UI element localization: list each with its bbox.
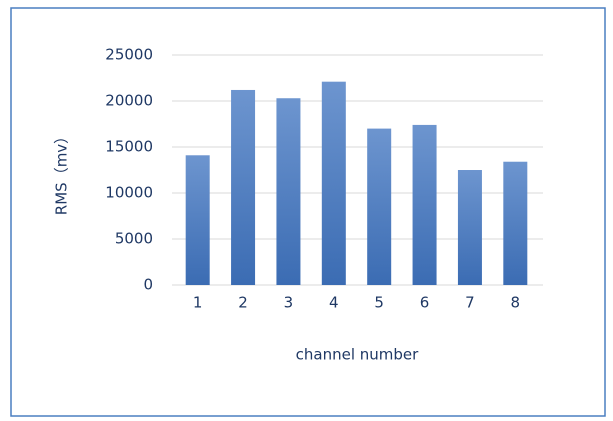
bar — [321, 81, 346, 286]
y-tick-label: 15000 — [105, 138, 153, 156]
x-tick-label: 6 — [420, 294, 430, 312]
x-tick-label: 7 — [465, 294, 475, 312]
bar — [185, 155, 210, 285]
y-tick-label: 25000 — [105, 46, 153, 64]
bar — [231, 89, 256, 286]
y-tick-label: 10000 — [105, 184, 153, 202]
x-tick-label: 2 — [238, 294, 248, 312]
bar — [457, 170, 482, 285]
y-tick-label: 5000 — [115, 230, 153, 248]
bar — [503, 161, 528, 285]
y-axis-title: RMS（mv） — [53, 129, 71, 215]
y-tick-label: 0 — [143, 276, 153, 294]
y-tick-label: 20000 — [105, 92, 153, 110]
x-tick-label: 4 — [329, 294, 339, 312]
bar — [276, 98, 301, 286]
x-tick-label: 1 — [193, 294, 203, 312]
x-tick-label: 3 — [284, 294, 294, 312]
bar — [412, 124, 437, 285]
x-tick-label: 8 — [511, 294, 521, 312]
bar — [367, 128, 392, 285]
x-axis-title: channel number — [296, 346, 419, 364]
x-tick-label: 5 — [374, 294, 384, 312]
